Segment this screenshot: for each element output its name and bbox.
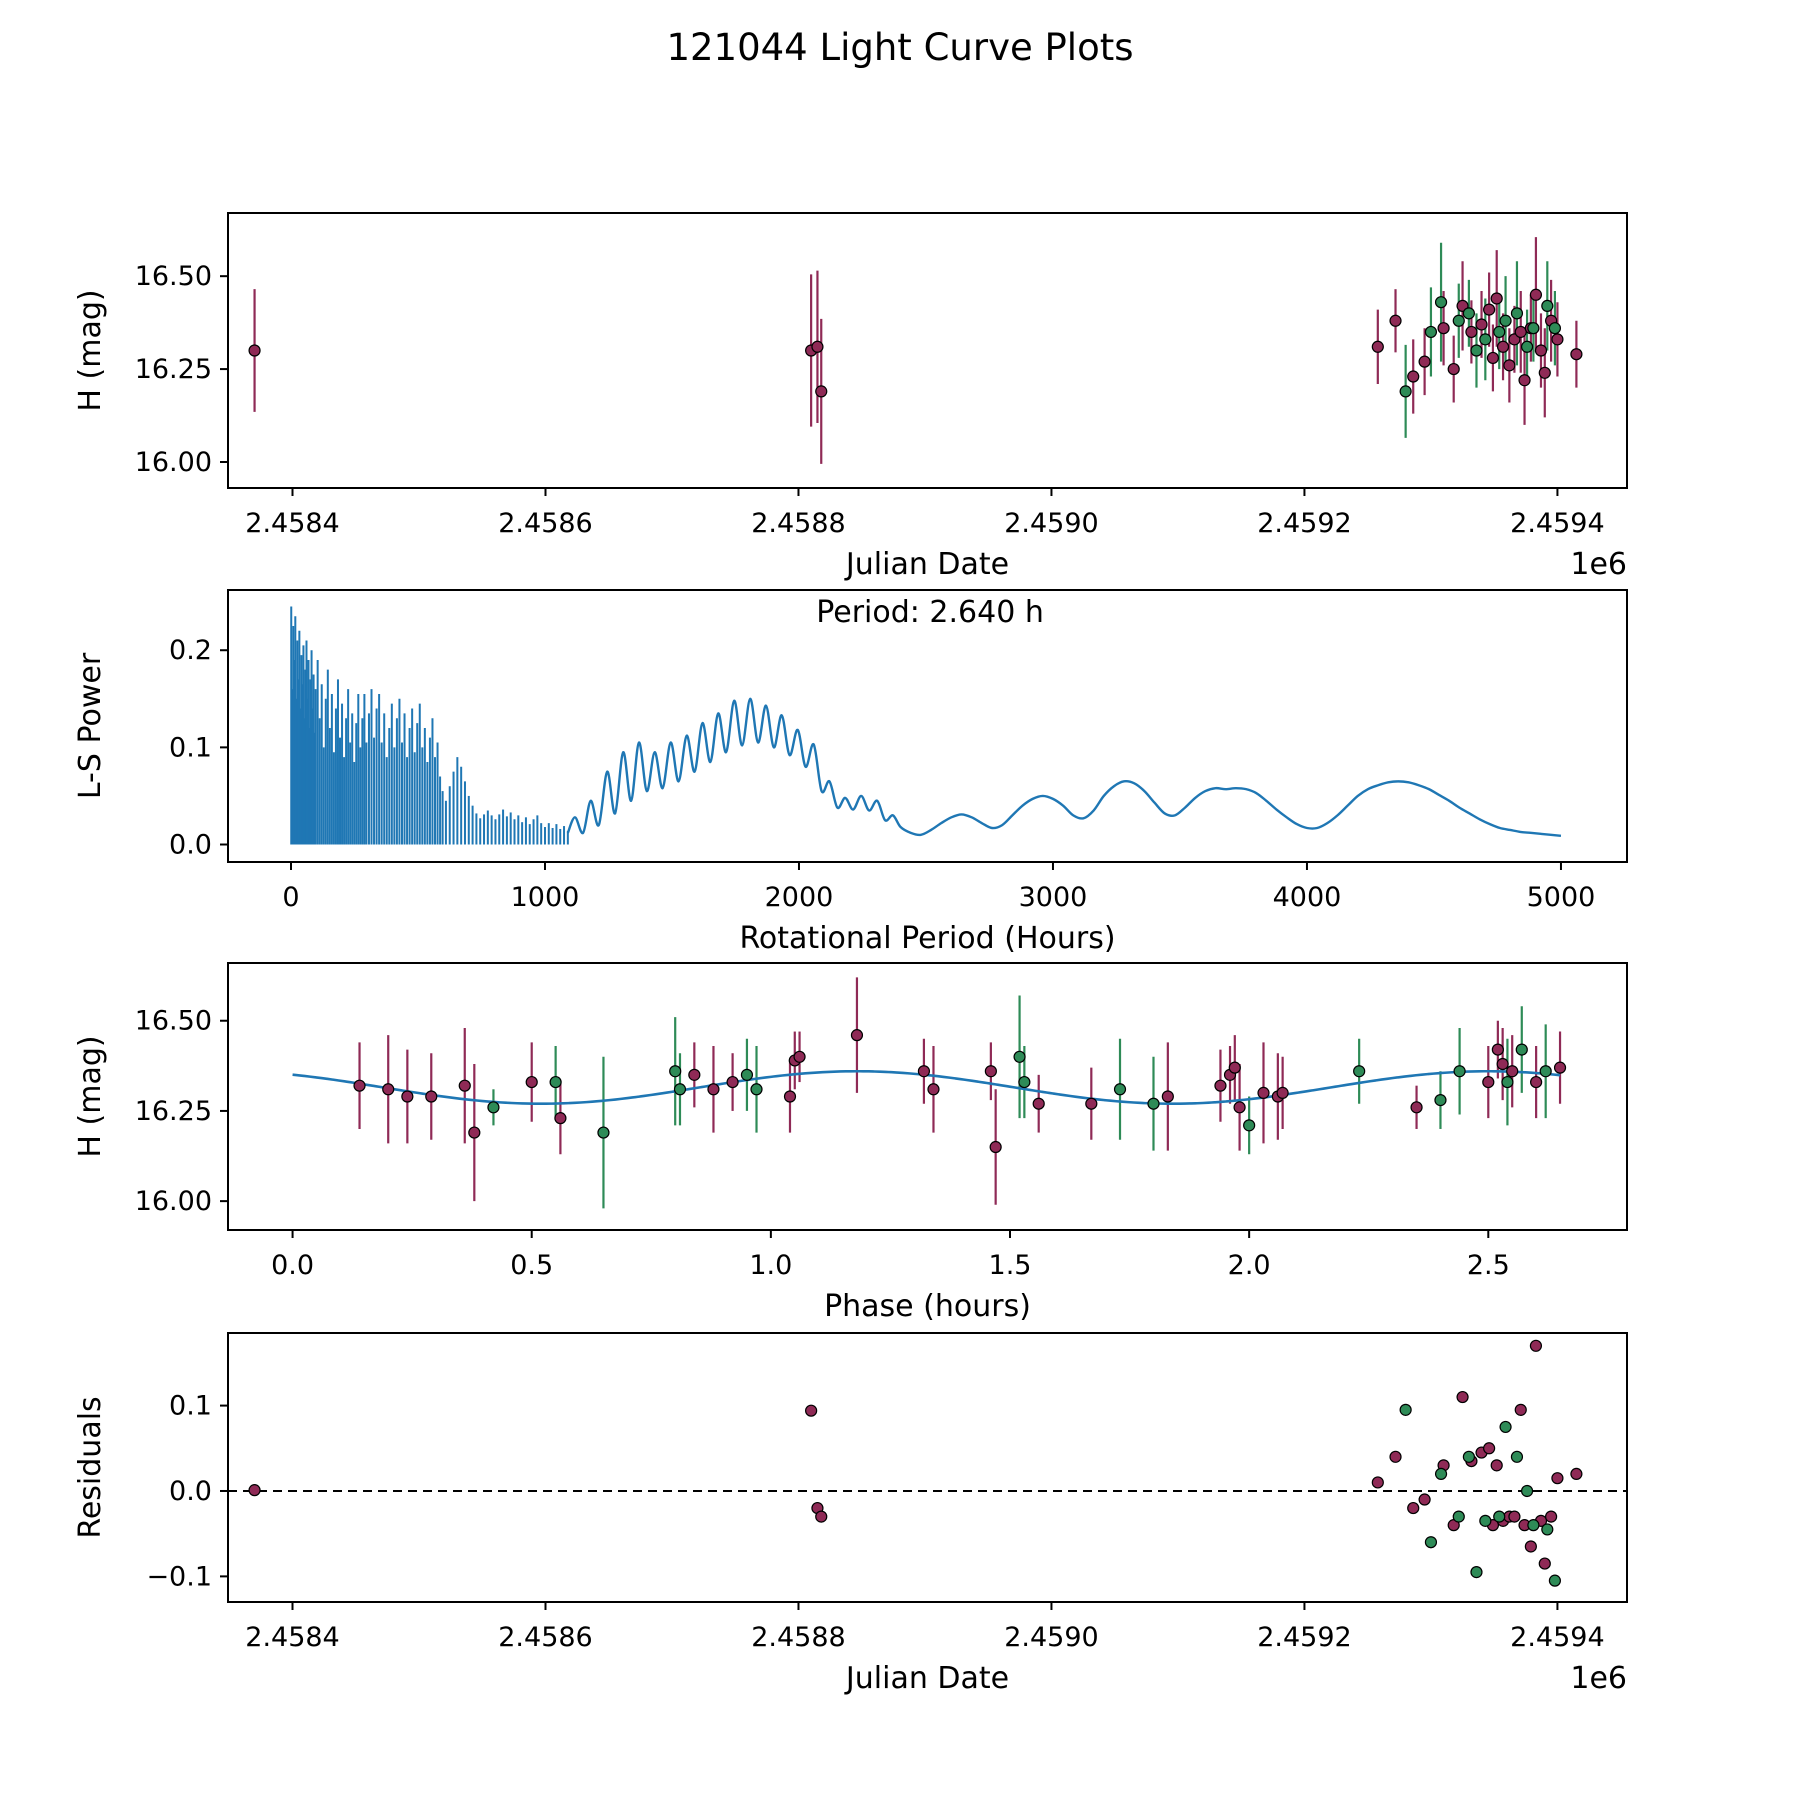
x-axis-label: Julian Date	[844, 547, 1009, 582]
x-axis-offset-label: 1e6	[1570, 547, 1627, 582]
x-tick-label: 2.0	[1228, 1250, 1271, 1281]
x-tick-label: 1.0	[749, 1250, 792, 1281]
x-tick-label: 2.4590	[1004, 508, 1098, 539]
axes-frame	[227, 589, 1628, 863]
y-tick-label: 0.0	[169, 1476, 212, 1507]
x-tick-label: 0.0	[271, 1250, 314, 1281]
y-tick-label: 0.0	[169, 830, 212, 861]
y-tick-label: 0.1	[169, 1391, 212, 1422]
y-tick-label: −0.1	[146, 1561, 212, 1592]
residuals-panel-markers	[248, 1339, 1583, 1587]
x-tick-label: 2000	[765, 882, 834, 913]
x-axis-offset-label: 1e6	[1570, 1661, 1627, 1696]
x-tick-label: 2.4594	[1510, 1622, 1604, 1653]
axes-frame	[227, 962, 1628, 1231]
x-tick-label: 2.4586	[498, 1622, 592, 1653]
x-tick-label: 2.4590	[1004, 1622, 1098, 1653]
residuals-panel: 2.4584 2.4586 2.4588 2.4590 2.4592 2.4594 −0.1…	[73, 1332, 1628, 1696]
y-tick-label: 16.25	[135, 354, 212, 385]
x-tick-label: 2.4592	[1257, 1622, 1351, 1653]
x-tick-label: 0	[282, 882, 299, 913]
x-tick-label: 5000	[1527, 882, 1596, 913]
y-axis-label: L-S Power	[73, 652, 108, 799]
light-curve-panel: 2.4584 2.4586 2.4588 2.4590 2.4592 2.4594 16.0…	[73, 212, 1628, 582]
x-tick-label: 2.5	[1467, 1250, 1510, 1281]
y-tick-label: 0.2	[169, 635, 212, 666]
x-tick-label: 2.4588	[751, 1622, 845, 1653]
phase-panel: 0.0 0.5 1.0 1.5 2.0 2.5 16.00 16.25 16.50 Phase (…	[73, 962, 1628, 1324]
x-tick-label: 4000	[1273, 882, 1342, 913]
periodogram-panel: Period: 2.640 h 0 1000 2000 3000 4000 5000 0.0 0…	[73, 589, 1628, 956]
x-axis-label: Rotational Period (Hours)	[739, 921, 1115, 956]
y-tick-label: 16.50	[135, 1006, 212, 1037]
x-tick-label: 2.4592	[1257, 508, 1351, 539]
y-tick-label: 16.25	[135, 1096, 212, 1127]
x-tick-label: 2.4594	[1510, 508, 1604, 539]
periodogram-curve	[566, 697, 1562, 837]
phase-panel-markers	[353, 1029, 1567, 1154]
x-tick-label: 2.4584	[245, 1622, 339, 1653]
y-axis-label: Residuals	[73, 1396, 108, 1538]
axes-frame	[227, 212, 1628, 489]
axes-frame	[227, 1332, 1628, 1603]
y-tick-label: 16.50	[135, 261, 212, 292]
y-tick-label: 16.00	[135, 447, 212, 478]
x-tick-label: 3000	[1019, 882, 1088, 913]
period-annotation: Period: 2.640 h	[816, 595, 1044, 630]
light-curve-panel-markers	[248, 288, 1583, 398]
periodogram-low-period-spikes	[290, 606, 569, 845]
y-tick-label: 0.1	[169, 732, 212, 763]
x-tick-label: 2.4586	[498, 508, 592, 539]
x-tick-label: 2.4588	[751, 508, 845, 539]
x-tick-label: 1000	[511, 882, 580, 913]
phase-green	[492, 995, 1547, 1209]
phase-maroon	[358, 977, 1562, 1205]
x-tick-label: 2.4584	[245, 508, 339, 539]
y-axis-label: H (mag)	[73, 289, 108, 411]
x-axis-label: Phase (hours)	[824, 1289, 1031, 1324]
x-tick-label: 0.5	[510, 1250, 553, 1281]
figure-title: 121044 Light Curve Plots	[666, 26, 1134, 69]
y-tick-label: 16.00	[135, 1186, 212, 1217]
y-axis-label: H (mag)	[73, 1035, 108, 1157]
x-tick-label: 1.5	[989, 1250, 1032, 1281]
x-axis-label: Julian Date	[844, 1661, 1009, 1696]
